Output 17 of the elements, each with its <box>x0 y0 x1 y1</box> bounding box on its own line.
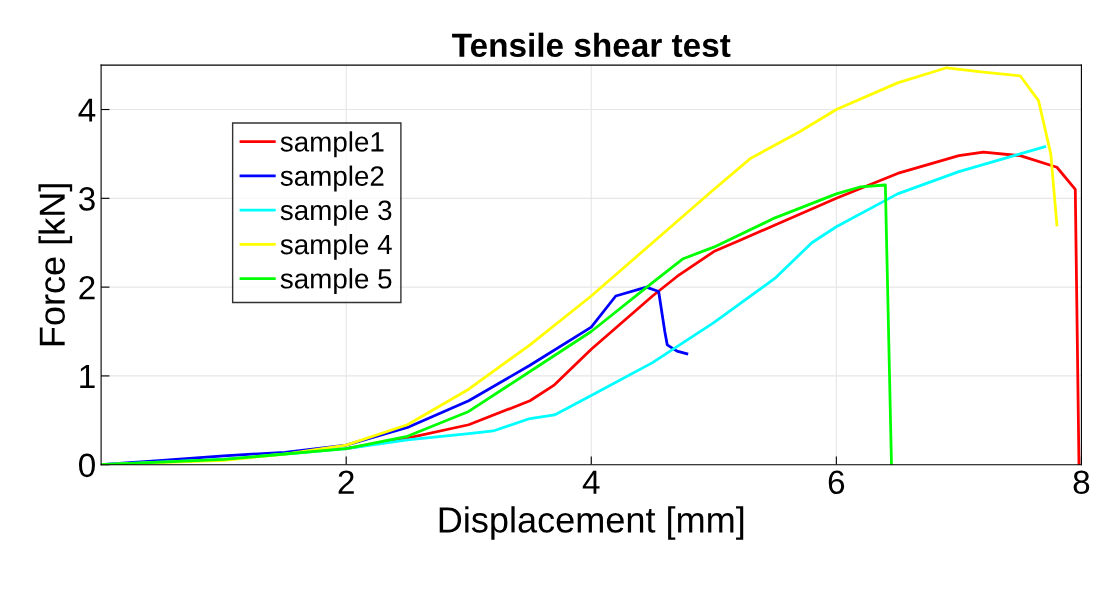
y-tick-label: 0 <box>79 453 95 478</box>
y-tick-label: 4 <box>78 98 96 122</box>
legend-label: sample 5 <box>280 268 392 295</box>
legend-label: sample 3 <box>280 199 392 226</box>
x-tick-label: 6 <box>828 470 845 495</box>
x-axis-title: Displacement [mm] <box>439 506 744 540</box>
y-tick-label: 2 <box>79 275 95 300</box>
x-tick-label: 2 <box>338 470 354 494</box>
x-tick-label: 8 <box>1073 470 1090 495</box>
y-tick-label: 3 <box>78 187 95 211</box>
legend-label: sample1 <box>280 131 384 158</box>
x-tick-label: 4 <box>582 470 600 494</box>
legend-label: sample2 <box>280 165 384 192</box>
chart-title: Tensile shear test <box>452 32 731 58</box>
y-tick-label: 1 <box>80 365 95 388</box>
legend-label: sample 4 <box>280 233 392 260</box>
y-axis-title: Force [kN] <box>38 184 73 346</box>
